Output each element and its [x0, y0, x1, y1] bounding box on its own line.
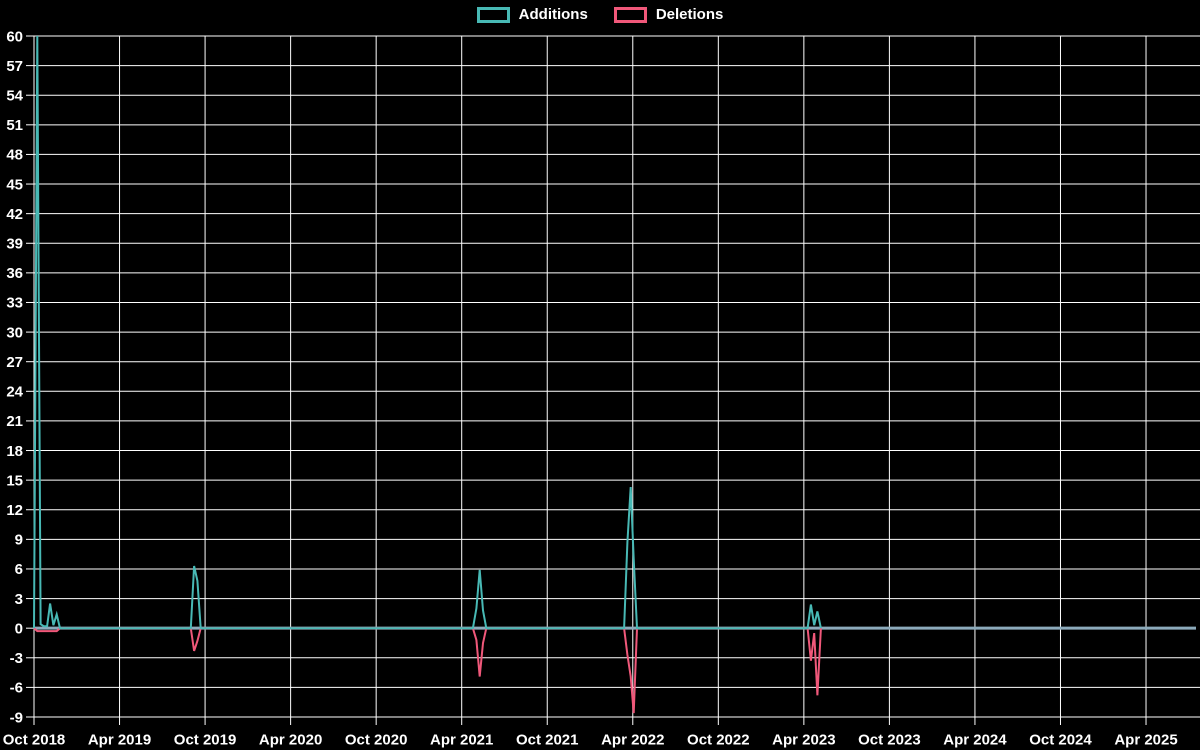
x-tick-label: Oct 2019: [174, 731, 237, 748]
y-tick-label: 48: [6, 147, 23, 164]
y-tick-label: 57: [6, 58, 23, 75]
y-tick-label: 39: [6, 236, 23, 253]
y-tick-label: 33: [6, 295, 23, 312]
y-tick-label: -6: [10, 680, 23, 697]
x-tick-label: Oct 2022: [687, 731, 750, 748]
x-tick-label: Oct 2018: [3, 731, 66, 748]
x-tick-label: Oct 2023: [858, 731, 921, 748]
x-tick-label: Oct 2021: [516, 731, 579, 748]
x-tick-label: Apr 2023: [772, 731, 835, 748]
y-tick-label: 0: [15, 620, 23, 637]
y-tick-label: 6: [15, 561, 23, 578]
x-tick-label: Apr 2024: [943, 731, 1007, 748]
legend-label-deletions: Deletions: [655, 6, 724, 23]
legend-label-additions: Additions: [518, 6, 588, 23]
y-tick-label: -9: [10, 709, 23, 726]
x-tick-label: Apr 2021: [430, 731, 493, 748]
legend-item-deletions[interactable]: Deletions: [613, 6, 724, 23]
y-tick-label: 27: [6, 354, 23, 371]
y-tick-label: 18: [6, 443, 23, 460]
y-tick-label: 45: [6, 176, 23, 193]
x-tick-label: Apr 2019: [88, 731, 151, 748]
y-tick-label: 36: [6, 265, 23, 282]
x-tick-label: Oct 2024: [1029, 731, 1092, 748]
y-tick-label: 51: [6, 117, 23, 134]
y-tick-label: 15: [6, 472, 23, 489]
deletions-swatch-icon: [613, 7, 647, 23]
y-tick-label: 54: [6, 87, 23, 104]
y-tick-label: 24: [6, 384, 23, 401]
y-tick-label: 12: [6, 502, 23, 519]
y-tick-label: 3: [15, 591, 23, 608]
series-line-additions: [33, 35, 822, 630]
series-line-deletions: [33, 627, 822, 714]
x-tick-label: Apr 2020: [259, 731, 322, 748]
legend-item-additions[interactable]: Additions: [476, 6, 588, 23]
y-tick-label: 21: [6, 413, 23, 430]
y-tick-label: 60: [6, 28, 23, 45]
x-tick-label: Oct 2020: [345, 731, 408, 748]
chart-legend: Additions Deletions: [0, 7, 1200, 23]
y-tick-label: 42: [6, 206, 23, 223]
x-tick-label: Apr 2025: [1114, 731, 1177, 748]
additions-swatch-icon: [476, 7, 510, 23]
y-tick-label: -3: [10, 650, 23, 667]
x-tick-label: Apr 2022: [601, 731, 664, 748]
y-tick-label: 9: [15, 532, 23, 549]
y-tick-label: 30: [6, 324, 23, 341]
